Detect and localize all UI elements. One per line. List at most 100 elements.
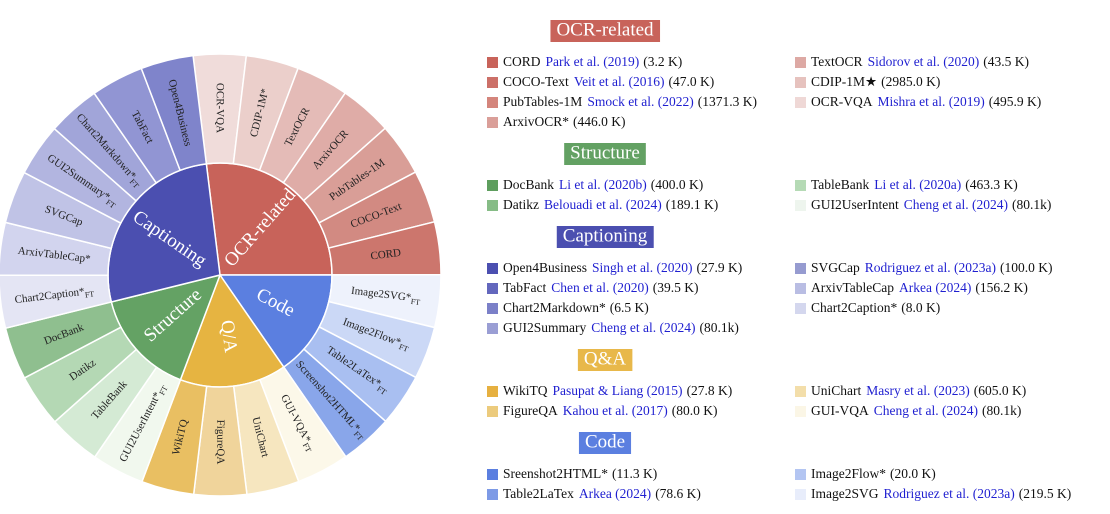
legend-item: UniChart Masry et al. (2023) (605.0 K) [811,383,1026,398]
section-title: Q&A [584,348,627,369]
legend-swatch [487,57,498,68]
item-cite: Park et al. (2019) [546,54,640,69]
section-title-bg [564,143,646,165]
item-count: (1371.3 K) [698,94,757,109]
item-cite: Cheng et al. (2024) [904,197,1008,212]
legend-item: GUI2UserIntent Cheng et al. (2024) (80.1k) [811,197,1051,212]
item-count: (400.0 K) [651,177,704,192]
item-name: UniChart [811,383,861,398]
item-count: (446.0 K) [573,114,626,129]
item-count: (20.0 K) [890,466,936,481]
legend-swatch [795,97,806,108]
item-cite: Li et al. (2020b) [559,177,647,192]
section-title-bg [577,349,633,371]
segment-label: CORD [370,246,402,262]
item-count: (80.1k) [699,320,738,335]
legend-swatch [795,77,806,88]
legend-swatch [487,406,498,417]
segment-sub: FT [410,297,420,307]
segment-name: OCR-VQA [214,83,226,133]
item-cite: Kahou et al. (2017) [563,403,668,418]
legend-item: FigureQA Kahou et al. (2017) (80.0 K) [503,403,717,418]
legend-swatch [795,386,806,397]
legend-swatch [795,263,806,274]
item-count: (39.5 K) [653,280,699,295]
item-name: TextOCR [811,54,863,69]
legend-item: TextOCR Sidorov et al. (2020) (43.5 K) [811,54,1029,69]
legend-item: TabFact Chen et al. (2020) (39.5 K) [503,280,699,295]
item-count: (100.0 K) [1000,260,1053,275]
legend-swatch [487,97,498,108]
legend-item: Sreenshot2HTML* (11.3 K) [503,466,657,481]
item-cite: Li et al. (2020a) [874,177,961,192]
item-count: (80.1k) [982,403,1021,418]
legend-item: DocBank Li et al. (2020b) (400.0 K) [503,177,703,192]
legend-swatch [487,303,498,314]
legend-swatch [487,117,498,128]
legend-item: COCO-Text Veit et al. (2016) (47.0 K) [503,74,714,89]
legend-item: TableBank Li et al. (2020a) (463.3 K) [811,177,1018,192]
segment-label: OCR-VQA [214,83,226,133]
segment-sub: FT [104,198,117,211]
legend-item: Chart2Caption* (8.0 K) [811,300,940,315]
segment-wedge [140,54,208,172]
item-name: OCR-VQA [811,94,873,109]
legend-swatch [487,200,498,211]
item-name: WikiTQ [503,383,548,398]
item-count: (156.2 K) [975,280,1028,295]
legend-swatch [795,180,806,191]
legend-swatch [487,180,498,191]
item-cite: Smock et al. (2022) [587,94,693,109]
legend-item: Table2LaTex Arkea (2024) (78.6 K) [503,486,701,501]
item-name: SVGCap [811,260,860,275]
item-name: ArxivTableCap [811,280,894,295]
item-cite: Belouadi et al. (2024) [544,197,662,212]
item-name: ArxivOCR* [503,114,569,129]
group-label: Q/A [216,319,241,354]
section-title: Code [585,431,625,452]
item-name: FigureQA [503,403,558,418]
item-cite: Rodriguez et al. (2023a) [884,486,1015,501]
section-title-bg [556,226,654,248]
item-cite: Sidorov et al. (2020) [868,54,980,69]
item-name: TabFact [503,280,547,295]
legend-swatch [487,263,498,274]
item-name: Image2Flow* [811,466,886,481]
section-title: Structure [570,142,640,163]
item-count: (6.5 K) [610,300,649,315]
item-cite: Veit et al. (2016) [574,74,665,89]
item-name: Chart2Caption* [811,300,897,315]
item-count: (495.9 K) [989,94,1042,109]
segment-sub: FT [84,290,94,300]
item-count: (8.0 K) [901,300,940,315]
item-cite: Mishra et al. (2019) [878,94,985,109]
item-count: (80.0 K) [672,403,718,418]
section-title-bg [578,432,632,454]
item-count: (219.5 K) [1019,486,1072,501]
item-name: GUI2UserIntent [811,197,899,212]
legend-item: OCR-VQA Mishra et al. (2019) (495.9 K) [811,94,1041,109]
section-title: Captioning [563,225,648,246]
legend-swatch [487,77,498,88]
segment-name: CORD [370,246,402,262]
item-cite: Chen et al. (2020) [551,280,648,295]
legend-item: Open4Business Singh et al. (2020) (27.9 K) [503,260,742,275]
item-cite: Cheng et al. (2024) [591,320,695,335]
item-cite: Cheng et al. (2024) [874,403,978,418]
item-cite: Arkea (2024) [579,486,651,501]
segment-sub: FT [300,442,312,455]
legend-item: Datikz Belouadi et al. (2024) (189.1 K) [503,197,718,212]
item-name: GUI2Summary [503,320,586,335]
item-count: (2985.0 K) [881,74,940,89]
legend-item: ArxivTableCap Arkea (2024) (156.2 K) [811,280,1028,295]
item-name: Sreenshot2HTML* [503,466,608,481]
item-count: (463.3 K) [965,177,1018,192]
item-count: (189.1 K) [666,197,719,212]
legend-swatch [795,489,806,500]
section-title-bg [550,20,661,42]
item-name: Table2LaTex [503,486,574,501]
legend-item: CDIP-1M★ (2985.0 K) [811,74,940,89]
item-cite: Arkea (2024) [899,280,971,295]
item-name: Image2SVG [811,486,879,501]
legend-item: Chart2Markdown* (6.5 K) [503,300,649,315]
